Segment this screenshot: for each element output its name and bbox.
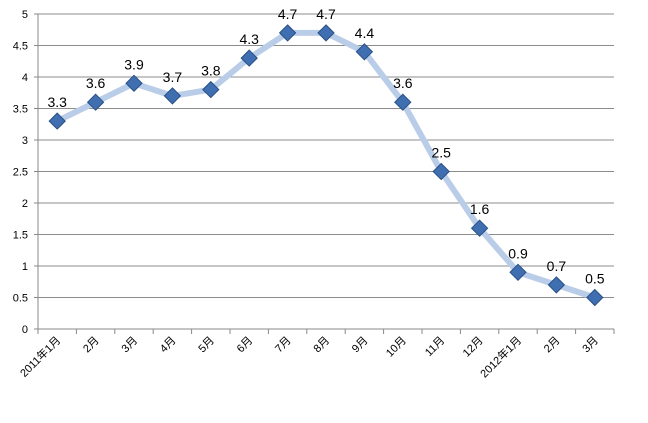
data-label: 3.9 bbox=[124, 56, 144, 72]
axes bbox=[37, 14, 614, 330]
x-tick-label: 4月 bbox=[158, 335, 179, 356]
y-tick-label: 5 bbox=[22, 9, 28, 21]
data-point bbox=[86, 93, 105, 111]
data-labels: 3.3 3.6 3.9 3.7 3.8 4.3 4.7 4.7 4.4 3.6 2.5 1.6 0.9 0… bbox=[47, 6, 604, 287]
x-tick-label: 2月 bbox=[542, 335, 563, 356]
y-tick-label: 2 bbox=[22, 198, 28, 210]
y-tick-label: 1.5 bbox=[13, 230, 28, 242]
y-tick-label: 3 bbox=[22, 135, 28, 147]
y-tick-label: 3.5 bbox=[13, 104, 28, 116]
data-point bbox=[278, 24, 297, 42]
data-point bbox=[317, 24, 335, 42]
data-label: 0.7 bbox=[547, 258, 567, 274]
data-point bbox=[394, 93, 412, 111]
x-tick-label: 2月 bbox=[81, 335, 102, 356]
x-tick-label: 5月 bbox=[196, 335, 217, 356]
data-point bbox=[355, 43, 374, 61]
x-tick-label: 10月 bbox=[384, 335, 409, 360]
x-tick-label: 3月 bbox=[580, 335, 601, 356]
data-point bbox=[586, 288, 604, 307]
data-point bbox=[202, 80, 220, 99]
data-label: 2.5 bbox=[431, 145, 451, 161]
x-tick-label: 3月 bbox=[120, 335, 141, 356]
x-tick-label: 2011年1月 bbox=[17, 333, 64, 380]
data-point bbox=[125, 74, 143, 93]
data-label: 0.5 bbox=[585, 271, 605, 287]
data-point bbox=[163, 87, 182, 105]
data-label: 3.8 bbox=[201, 63, 221, 79]
x-tick-label: 9月 bbox=[350, 335, 371, 356]
x-tick-label: 6月 bbox=[235, 335, 256, 356]
data-label: 4.4 bbox=[355, 25, 375, 41]
gridlines bbox=[34, 13, 615, 334]
y-tick-labels: 0 0.5 1 1.5 2 2.5 3 3.5 4 4.5 5 bbox=[13, 9, 28, 336]
data-label: 4.7 bbox=[316, 6, 336, 22]
data-point bbox=[470, 219, 489, 237]
y-tick-label: 2.5 bbox=[13, 167, 28, 179]
x-tick-label: 7月 bbox=[273, 335, 294, 356]
data-point bbox=[48, 112, 66, 130]
data-label: 0.9 bbox=[508, 245, 528, 261]
data-label: 1.6 bbox=[470, 201, 490, 217]
data-label: 3.3 bbox=[47, 94, 67, 110]
x-tick-label: 12月 bbox=[461, 335, 486, 360]
data-point bbox=[509, 263, 527, 282]
data-label: 3.6 bbox=[86, 75, 106, 91]
data-label: 3.6 bbox=[393, 75, 413, 91]
y-tick-label: 1 bbox=[22, 261, 28, 273]
data-label: 4.7 bbox=[278, 6, 298, 22]
data-point bbox=[432, 162, 450, 181]
y-tick-label: 4.5 bbox=[13, 41, 28, 53]
data-point bbox=[547, 276, 566, 294]
x-tick-label: 2012年1月 bbox=[477, 333, 524, 380]
y-tick-label: 0.5 bbox=[13, 293, 28, 305]
y-tick-label: 0 bbox=[22, 324, 28, 336]
data-point bbox=[240, 49, 258, 67]
x-tick-label: 8月 bbox=[312, 335, 333, 356]
data-label: 3.7 bbox=[163, 69, 183, 85]
y-tick-label: 4 bbox=[22, 72, 28, 84]
data-markers bbox=[48, 24, 604, 307]
x-tick-label: 11月 bbox=[423, 335, 447, 359]
data-label: 4.3 bbox=[239, 31, 259, 47]
